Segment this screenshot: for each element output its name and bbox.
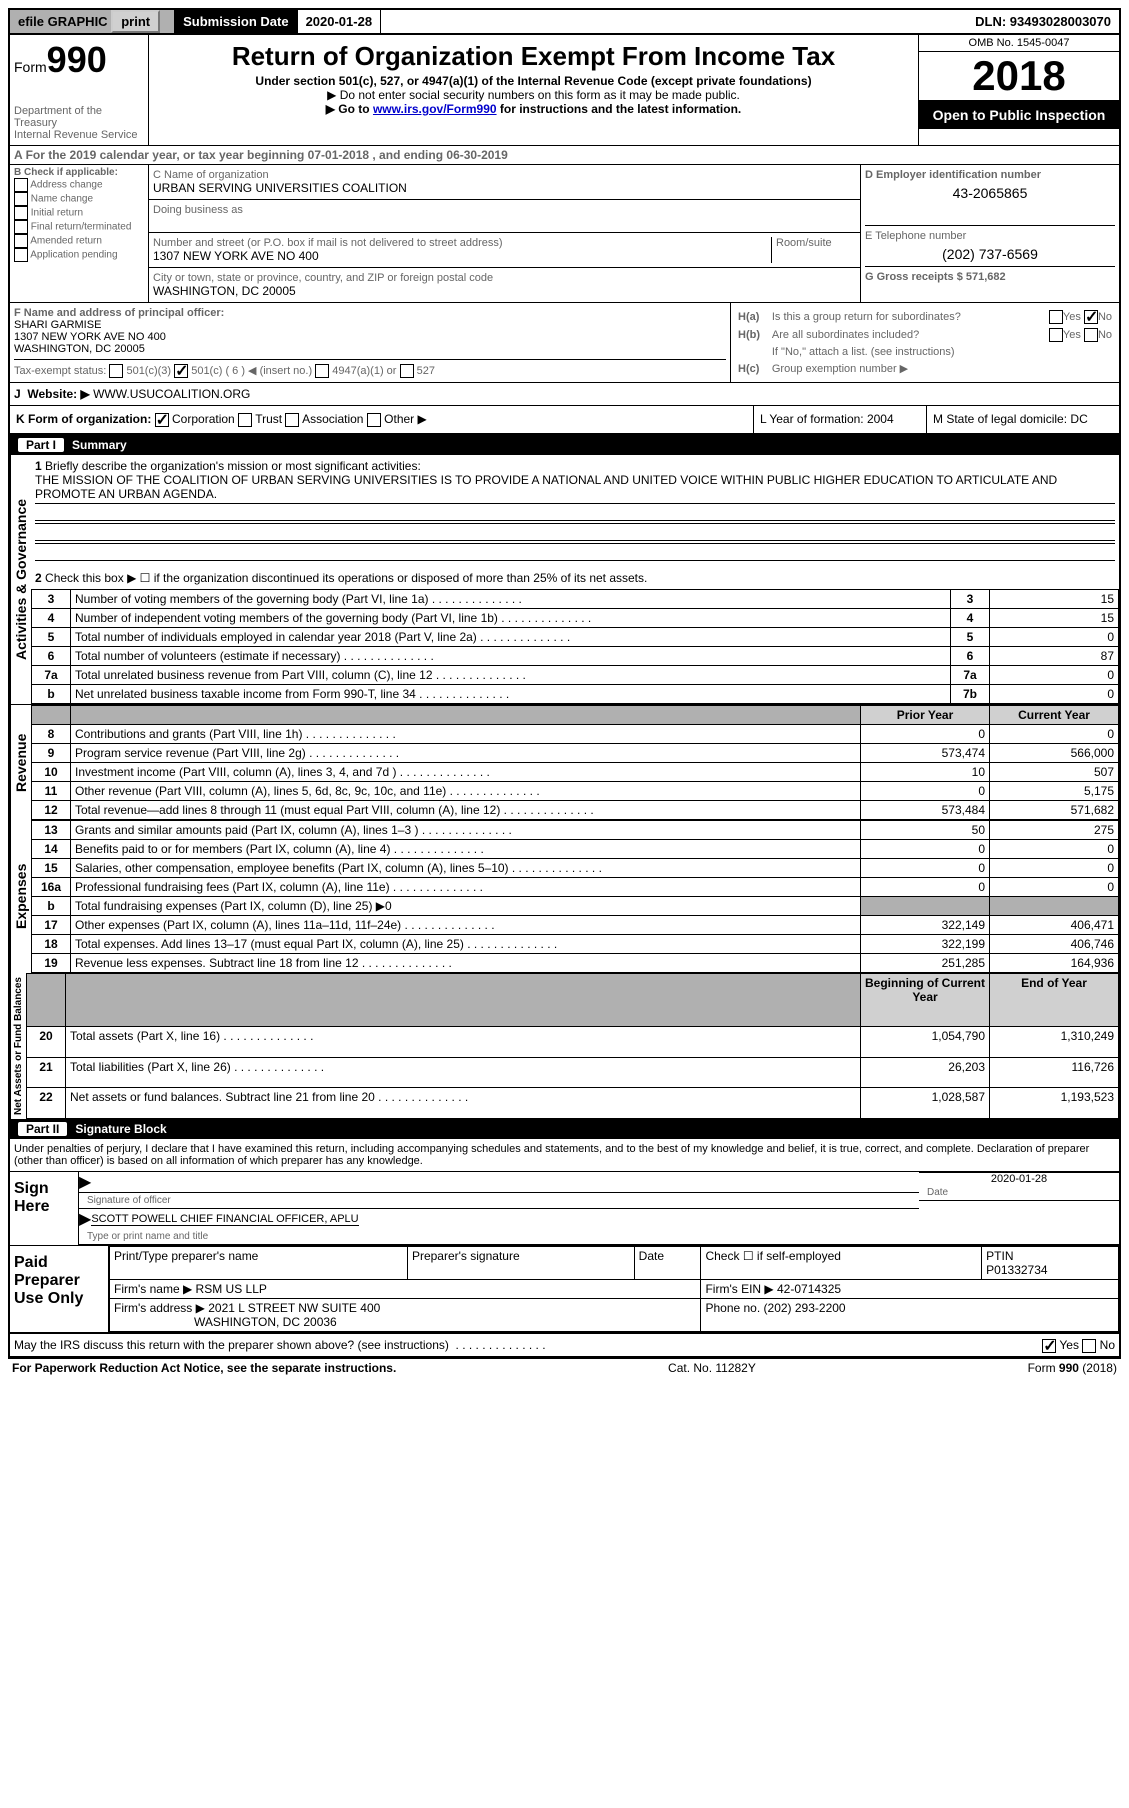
row-a-tax-period: A For the 2019 calendar year, or tax yea…	[10, 146, 1119, 165]
efile-label: efile GRAPHIC print	[10, 10, 175, 33]
tax-year: 2018	[919, 52, 1119, 101]
note-ssn: ▶ Do not enter social security numbers o…	[153, 88, 914, 102]
ein-value: 43-2065865	[865, 181, 1115, 205]
gross-receipts: G Gross receipts $ 571,682	[865, 271, 1006, 283]
org-info-column: C Name of organizationURBAN SERVING UNIV…	[149, 165, 860, 302]
officer-name: SHARI GARMISE	[14, 319, 101, 331]
form-container: efile GRAPHIC print Submission Date 2020…	[8, 8, 1121, 1358]
firm-name: RSM US LLP	[196, 1282, 267, 1296]
website-value: WWW.USUCOALITION.ORG	[93, 387, 250, 401]
form-title: Return of Organization Exempt From Incom…	[153, 41, 914, 72]
sign-here-label: Sign Here	[10, 1172, 78, 1245]
entity-info-section: B Check if applicable: Address change Na…	[10, 165, 1119, 303]
net-assets-label: Net Assets or Fund Balances	[10, 973, 26, 1119]
part-1-header: Part ISummary	[10, 435, 1119, 455]
penalty-statement: Under penalties of perjury, I declare th…	[10, 1139, 1119, 1171]
checkbox-column-b: B Check if applicable: Address change Na…	[10, 165, 149, 302]
submission-date-label: Submission Date	[175, 10, 297, 33]
sign-date: 2020-01-28	[919, 1172, 1119, 1185]
page-footer: For Paperwork Reduction Act Notice, see …	[8, 1358, 1121, 1377]
note-link: ▶ Go to www.irs.gov/Form990 for instruct…	[153, 102, 914, 116]
year-formation: L Year of formation: 2004	[754, 406, 927, 433]
revenue-label: Revenue	[10, 705, 31, 820]
expenses-label: Expenses	[10, 820, 31, 973]
omb-number: OMB No. 1545-0047	[919, 35, 1119, 52]
irs-label: Internal Revenue Service	[14, 129, 144, 141]
org-name: URBAN SERVING UNIVERSITIES COALITION	[153, 181, 407, 195]
dln: DLN: 93493028003070	[967, 10, 1119, 33]
activities-governance-label: Activities & Governance	[10, 455, 31, 704]
state-domicile: M State of legal domicile: DC	[927, 406, 1119, 433]
mission-text: THE MISSION OF THE COALITION OF URBAN SE…	[35, 473, 1057, 501]
ptin-value: P01332734	[986, 1263, 1047, 1277]
501c-checkbox[interactable]	[174, 364, 188, 378]
submission-date: 2020-01-28	[298, 10, 382, 33]
form-header: Form990 Department of the Treasury Inter…	[10, 35, 1119, 146]
irs-link[interactable]: www.irs.gov/Form990	[373, 102, 497, 116]
top-bar: efile GRAPHIC print Submission Date 2020…	[10, 10, 1119, 35]
part-2-header: Part IISignature Block	[10, 1119, 1119, 1139]
phone-value: (202) 737-6569	[865, 242, 1115, 266]
org-address: 1307 NEW YORK AVE NO 400	[153, 249, 319, 263]
print-button[interactable]: print	[111, 10, 160, 33]
open-public-badge: Open to Public Inspection	[919, 101, 1119, 129]
paid-preparer-label: Paid Preparer Use Only	[10, 1246, 108, 1332]
ein-column: D Employer identification number 43-2065…	[860, 165, 1119, 302]
dept-label: Department of the Treasury	[14, 105, 144, 129]
form-subtitle: Under section 501(c), 527, or 4947(a)(1)…	[153, 74, 914, 88]
officer-signature-name: SCOTT POWELL CHIEF FINANCIAL OFFICER, AP…	[91, 1213, 358, 1226]
org-city: WASHINGTON, DC 20005	[153, 284, 296, 298]
